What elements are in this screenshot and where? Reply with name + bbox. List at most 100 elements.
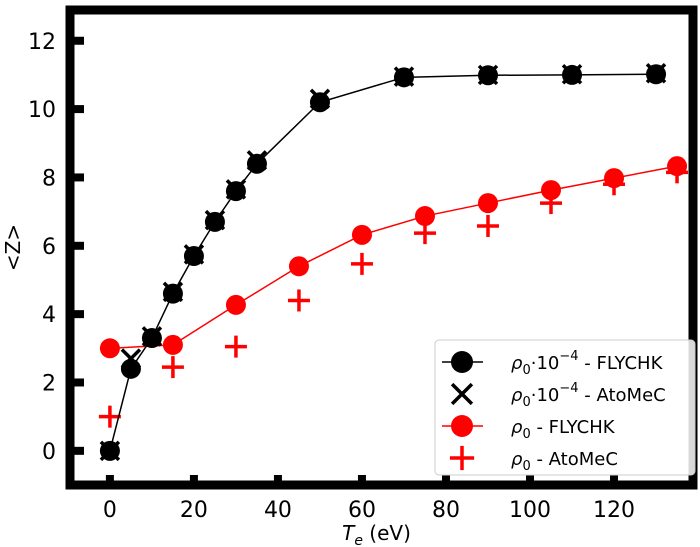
legend-label: ρ0·10−4 - AtoMeC [511, 381, 666, 410]
legend-entry: ρ0 - AtoMeC [449, 445, 618, 474]
data-point-circle [451, 351, 473, 373]
legend-label: ρ0 - AtoMeC [511, 449, 618, 474]
x-stroke [561, 64, 583, 85]
legend-entry: ρ0·10−4 - AtoMeC [450, 381, 666, 410]
data-point-x [225, 179, 247, 200]
data-point-plus [603, 173, 626, 196]
data-point-x [393, 66, 415, 87]
data-point-x [204, 209, 226, 231]
data-point-circle [225, 294, 246, 315]
y-tick-label: 4 [42, 303, 56, 328]
x-stroke [309, 88, 331, 110]
x-tick-label: 80 [432, 498, 460, 523]
y-tick-label: 8 [42, 166, 56, 191]
legend-rho: ρ [511, 385, 523, 406]
data-point-circle [477, 193, 498, 214]
data-point-circle [288, 256, 309, 277]
data-point-x [99, 440, 121, 462]
data-point-circle [120, 358, 141, 379]
y-axis-label: <Z> [1, 224, 25, 271]
x-tick-label: 40 [264, 498, 292, 523]
legend-rho: ρ [511, 353, 523, 374]
x-tick-label: 120 [593, 498, 635, 523]
x-stroke [120, 348, 142, 369]
legend-rho: ρ [511, 449, 523, 470]
legend-suffix: - AtoMeC [531, 449, 618, 470]
legend-mid: ·10 [531, 353, 560, 374]
series-layer [98, 62, 689, 462]
legend-rho: ρ [511, 417, 523, 438]
data-point-plus [476, 214, 499, 237]
data-point-x [141, 326, 163, 347]
legend-entry: ρ0 - FLYCHK [442, 415, 616, 442]
data-point-circle [309, 92, 330, 113]
data-point-plus [449, 445, 475, 471]
x-stroke [225, 179, 247, 200]
x-stroke [162, 281, 184, 303]
data-point-circle [351, 224, 372, 245]
data-point-circle [541, 180, 562, 201]
data-point-x [120, 348, 142, 369]
x-stroke [450, 382, 474, 406]
data-point-x [309, 88, 331, 110]
data-point-circle [414, 206, 435, 227]
data-point-x [450, 382, 474, 406]
data-point-circle [246, 153, 267, 174]
legend-superscript: −4 [559, 349, 578, 364]
x-tick-label: 60 [348, 498, 376, 523]
x-stroke [393, 66, 415, 87]
data-point-plus [287, 289, 310, 312]
y-tick-label: 0 [42, 440, 56, 465]
axes-frame [65, 5, 698, 490]
data-point-x [561, 64, 583, 85]
y-tick-label: 6 [42, 235, 56, 260]
y-tick-label: 2 [42, 371, 56, 396]
legend-entry: ρ0·10−4 - FLYCHK [442, 349, 664, 378]
legend-suffix: - FLYCHK [531, 417, 616, 438]
legend-label: ρ0·10−4 - FLYCHK [511, 349, 664, 378]
legend-subscript: 0 [522, 459, 530, 474]
legend-label: ρ0 - FLYCHK [511, 417, 616, 442]
x-label-subscript: e [354, 533, 363, 547]
legend-mid: ·10 [531, 385, 560, 406]
data-point-plus [161, 356, 184, 379]
data-point-circle [162, 334, 183, 355]
x-stroke [141, 326, 163, 347]
legend-superscript: −4 [559, 381, 578, 396]
x-stroke [246, 150, 268, 171]
x-label-symbol: T [342, 521, 356, 545]
legend-subscript: 0 [522, 427, 530, 442]
x-stroke [99, 440, 121, 462]
x-stroke [183, 244, 205, 265]
series-line [109, 165, 678, 350]
data-point-x [183, 244, 205, 265]
data-point-circle [99, 338, 120, 359]
data-point-plus [98, 405, 121, 428]
x-tick-label: 20 [180, 498, 208, 523]
x-stroke [204, 209, 226, 231]
data-point-x [246, 150, 268, 171]
x-tick-label: 100 [509, 498, 551, 523]
legend-subscript: 0 [522, 363, 530, 378]
series-3 [98, 161, 689, 428]
data-point-plus [540, 192, 563, 215]
x-stroke [477, 64, 499, 86]
data-point-x [645, 62, 667, 84]
y-tick-label: 12 [28, 30, 56, 55]
series-1 [99, 62, 667, 462]
legend-box [434, 339, 696, 476]
data-point-plus [350, 252, 373, 275]
data-point-plus [413, 222, 436, 245]
y-tick-label: 10 [28, 98, 56, 123]
data-point-x [162, 281, 184, 303]
data-point-x [477, 64, 499, 86]
data-point-plus [224, 335, 247, 358]
x-label-unit: (eV) [363, 521, 411, 545]
legend-subscript: 0 [522, 395, 530, 410]
data-point-plus [666, 161, 689, 184]
legend-suffix: - AtoMeC [579, 385, 666, 406]
x-axis-label: Te (eV) [342, 521, 411, 547]
x-stroke [645, 62, 667, 84]
